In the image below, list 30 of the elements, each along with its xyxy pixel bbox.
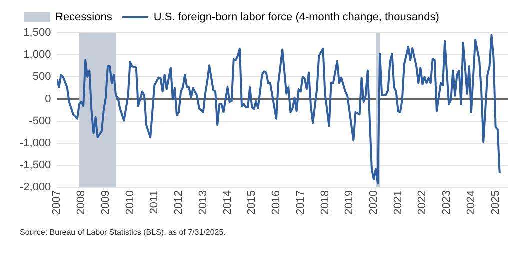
x-tick-label: 2008	[76, 190, 88, 216]
source-note: Source: Bureau of Labor Statistics (BLS), as of 7/31/2025.	[20, 228, 226, 237]
legend-label: Recessions	[56, 12, 113, 24]
x-tick-label: 2022	[416, 190, 429, 216]
y-tick-label: -1,500	[20, 159, 52, 172]
legend-label: U.S. foreign-born labor force (4-month change, thousands)	[154, 12, 440, 24]
x-tick-label: 2007	[51, 190, 64, 216]
y-tick-label: 500	[32, 71, 52, 84]
x-tick-label: 2019	[344, 190, 356, 216]
x-tick-label: 2023	[441, 190, 454, 216]
x-tick-label: 2010	[124, 190, 136, 216]
x-tick-label: 2009	[100, 190, 112, 216]
x-tick-label: 2011	[148, 190, 161, 214]
y-tick-label: 0	[45, 93, 52, 106]
x-tick-label: 2016	[270, 190, 283, 216]
x-tick-label: 2025	[490, 190, 502, 216]
x-tick-label: 2020	[368, 190, 380, 216]
y-tick-label: 1,000	[24, 49, 52, 62]
x-tick-label: 2017	[294, 190, 307, 216]
y-tick-label: -1,000	[20, 137, 52, 150]
x-tick-label: 2012	[173, 190, 186, 216]
y-tick-label: 1,500	[24, 27, 52, 40]
x-tick-label: 2024	[465, 190, 478, 216]
x-tick-label: 2021	[392, 190, 404, 216]
x-tick-label: 2013	[197, 190, 210, 216]
y-tick-label: -2,000	[20, 182, 52, 194]
y-tick-label: -500	[29, 115, 52, 128]
x-tick-label: 2014	[222, 190, 234, 216]
x-tick-label: 2018	[319, 190, 332, 216]
x-tick-label: 2015	[246, 190, 258, 216]
